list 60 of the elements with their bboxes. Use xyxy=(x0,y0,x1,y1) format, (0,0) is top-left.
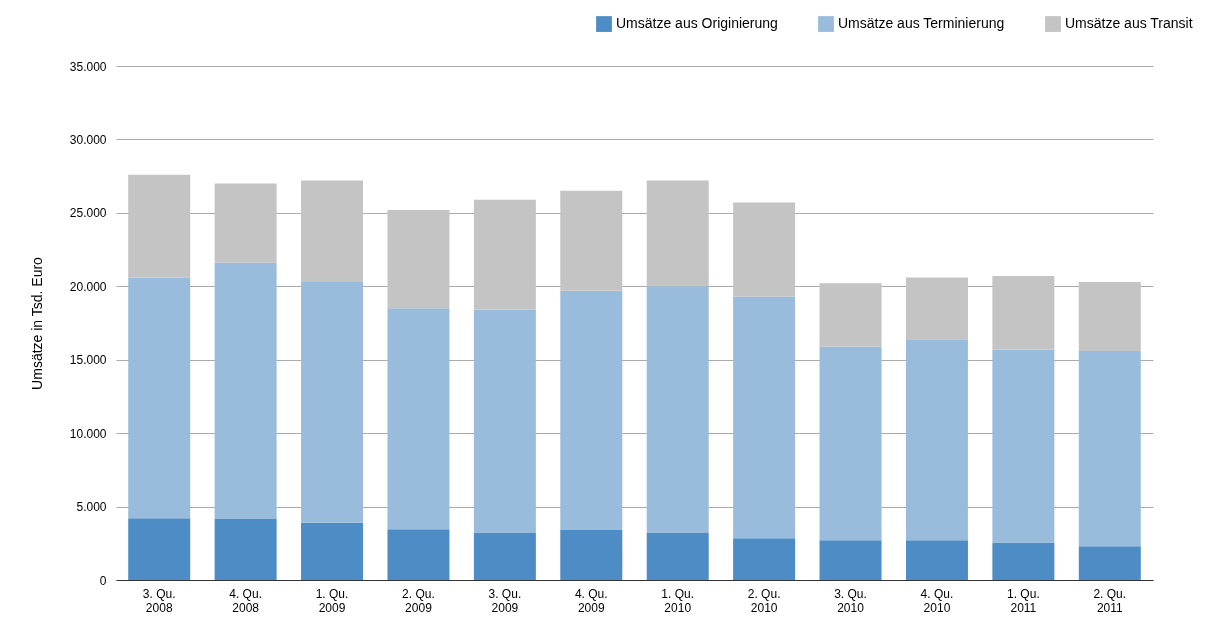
bar xyxy=(992,349,1055,543)
bar xyxy=(473,309,536,534)
bar xyxy=(473,199,536,310)
bar xyxy=(560,290,623,531)
bar xyxy=(905,339,968,541)
bar xyxy=(128,277,191,519)
bar xyxy=(387,529,450,580)
bar xyxy=(905,540,968,580)
bar xyxy=(387,308,450,530)
bar xyxy=(819,346,882,541)
x-tick-label: 2. Qu. 2010 xyxy=(747,586,781,615)
bar xyxy=(301,180,364,282)
bar xyxy=(1078,350,1141,547)
legend-label: Umsätze aus Originierung xyxy=(616,15,778,32)
bar xyxy=(387,209,450,309)
bar xyxy=(992,542,1055,580)
bar xyxy=(733,296,796,539)
y-tick-label: 5.000 xyxy=(76,500,107,515)
bar xyxy=(301,522,364,580)
x-tick-label: 2. Qu. 2011 xyxy=(1093,586,1127,615)
bar xyxy=(214,519,277,580)
x-tick-label: 4. Qu. 2010 xyxy=(920,586,954,615)
y-tick-label: 25.000 xyxy=(69,206,107,221)
x-tick-label: 3. Qu. 2009 xyxy=(488,586,522,615)
bar xyxy=(214,183,277,263)
bar xyxy=(733,538,796,580)
x-tick-label: 2. Qu. 2009 xyxy=(402,586,435,615)
bar xyxy=(646,533,709,580)
y-tick-label: 0 xyxy=(99,573,107,588)
bar xyxy=(1078,281,1141,351)
bar xyxy=(301,281,364,523)
x-tick-label: 1. Qu. 2011 xyxy=(1007,586,1040,615)
bar xyxy=(128,518,191,580)
bar xyxy=(646,180,709,287)
y-tick-label: 30.000 xyxy=(69,132,107,147)
bar xyxy=(992,276,1055,350)
bar xyxy=(905,277,968,340)
y-axis-title: Umsätze in Tsd. Euro xyxy=(28,256,45,390)
x-tick-label: 3. Qu. 2010 xyxy=(834,586,867,615)
bar xyxy=(733,202,796,297)
bar xyxy=(1078,546,1141,580)
bar xyxy=(214,262,277,520)
x-tick-label: 3. Qu. 2008 xyxy=(142,586,176,615)
legend-label: Umsätze aus Transit xyxy=(1065,15,1193,32)
x-tick-label: 4. Qu. 2008 xyxy=(229,586,262,615)
bar xyxy=(128,174,191,278)
bar xyxy=(819,540,882,580)
y-tick-label: 20.000 xyxy=(69,279,107,294)
y-tick-label: 15.000 xyxy=(69,353,107,368)
x-tick-label: 4. Qu. 2009 xyxy=(574,586,608,615)
x-tick-label: 1. Qu. 2010 xyxy=(661,586,695,615)
y-tick-label: 10.000 xyxy=(69,426,107,441)
x-tick-label: 1. Qu. 2009 xyxy=(315,586,349,615)
legend-label: Umsätze aus Terminierung xyxy=(838,15,1005,32)
bar xyxy=(646,286,709,534)
bar xyxy=(819,283,882,347)
bar xyxy=(560,530,623,580)
bar xyxy=(560,190,623,291)
y-tick-label: 35.000 xyxy=(69,59,107,74)
bar xyxy=(473,533,536,580)
